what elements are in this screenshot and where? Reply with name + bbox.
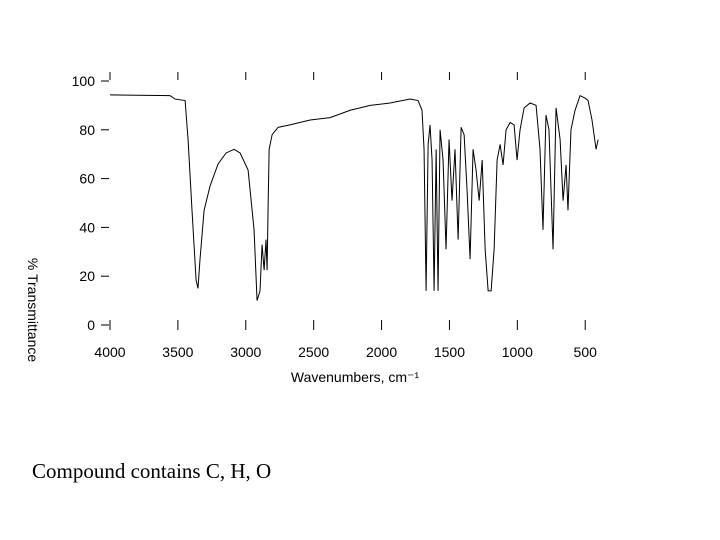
x-tick-label: 2500 — [298, 344, 329, 360]
x-tick-label: 3500 — [162, 344, 193, 360]
x-tick-label: 500 — [574, 344, 598, 360]
y-tick-label: 20 — [79, 268, 95, 284]
y-tick-label: 0 — [87, 317, 95, 333]
x-tick-label: 1000 — [502, 344, 533, 360]
y-tick-label: 60 — [79, 171, 95, 187]
spectrum-line — [109, 94, 599, 301]
y-axis-label: % Transmittance — [25, 258, 41, 362]
x-tick-label: 4000 — [94, 344, 125, 360]
y-tick-label: 100 — [72, 73, 96, 89]
annotation: Compound contains C, H, O — [32, 459, 271, 483]
x-tick-label: 2000 — [366, 344, 397, 360]
x-tick-label: 1500 — [434, 344, 465, 360]
x-axis-label: Wavenumbers, cm⁻¹ — [291, 369, 420, 385]
y-tick-label: 40 — [79, 219, 95, 235]
y-tick-label: 80 — [79, 122, 95, 138]
x-tick-label: 3000 — [230, 344, 261, 360]
